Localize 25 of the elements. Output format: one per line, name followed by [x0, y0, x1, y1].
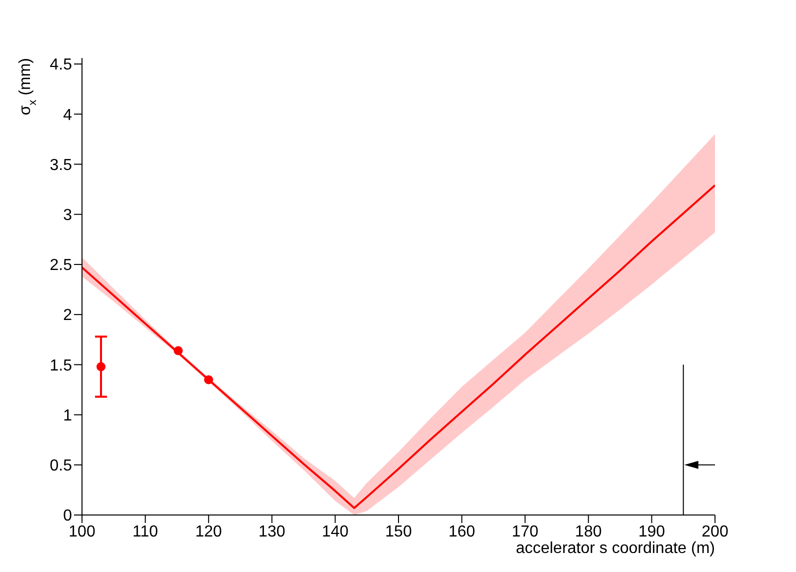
y-tick-label: 3.5 — [50, 156, 72, 174]
x-tick-label: 140 — [322, 523, 349, 540]
y-tick-label: 4.5 — [50, 56, 72, 74]
x-tick-label: 160 — [448, 523, 476, 540]
x-tick-label: 130 — [258, 523, 286, 540]
y-tick-label: 0 — [63, 508, 72, 525]
x-tick-label: 110 — [132, 523, 158, 540]
y-tick-label: 2 — [63, 307, 72, 324]
x-tick-label: 180 — [575, 523, 602, 540]
y-tick-label: 1.5 — [50, 357, 72, 374]
y-tick-label: 1 — [63, 407, 72, 424]
point — [174, 346, 183, 356]
y-tick-label: 4 — [63, 106, 72, 124]
point — [204, 375, 214, 384]
x-tick-label: 190 — [638, 523, 666, 540]
y-tick-label: 3 — [63, 207, 72, 224]
x-tick-label: 120 — [195, 523, 222, 540]
point — [96, 362, 106, 372]
x-axis-title: accelerator s coordinate (m) — [516, 540, 715, 557]
y-tick-label: 2.5 — [50, 257, 72, 274]
y-tick-label: 0.5 — [50, 458, 72, 475]
x-tick-label: 150 — [385, 523, 412, 540]
x-tick-label: 170 — [512, 523, 539, 540]
x-tick-label: 100 — [68, 523, 96, 540]
x-tick-label: 200 — [702, 523, 728, 540]
